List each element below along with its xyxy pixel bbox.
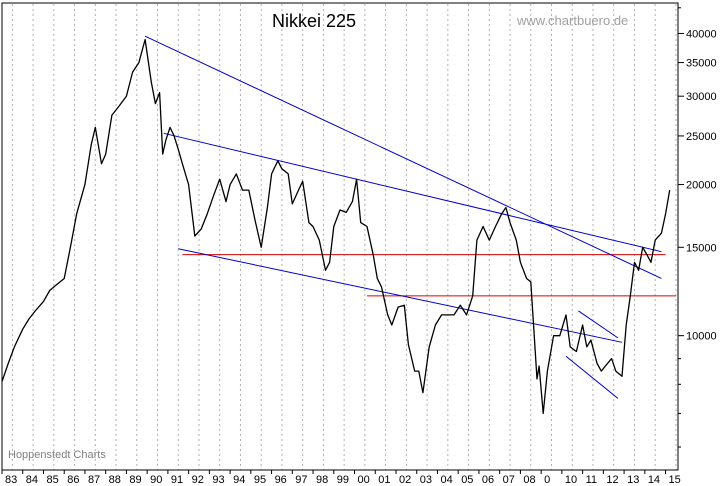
x-tick-label: 08 (523, 474, 535, 486)
x-tick-label: 15 (669, 474, 681, 486)
price-series-layer (1, 38, 671, 415)
watermark: www.chartbuero.de (516, 13, 628, 28)
x-tick-label: 11 (586, 474, 597, 486)
x-tick-label: 89 (129, 474, 141, 486)
x-tick-label: 12 (606, 474, 618, 486)
trend-line (144, 35, 662, 279)
x-tick-label: 87 (88, 474, 100, 486)
x-tick-label: 14 (648, 474, 660, 486)
x-axis: 83 84 85 86 87 88 89 90 91 92 93 94 95 96 97 98 99 00 01 02… (1, 469, 681, 486)
x-tick-label: 13 (627, 474, 639, 486)
x-tick-label: 93 (212, 474, 224, 486)
x-tick-label: 00 (358, 474, 370, 486)
trend-lines (144, 35, 662, 399)
price-series-line (1, 38, 671, 415)
x-tick-label: 01 (378, 474, 390, 486)
support-lines (182, 254, 676, 297)
chart-title: Nikkei 225 (272, 11, 356, 31)
trend-line (565, 355, 619, 399)
trend-line (578, 310, 619, 339)
x-tick-label: 97 (295, 474, 307, 486)
x-tick-label: 86 (67, 474, 79, 486)
plot-frame (1, 2, 679, 471)
x-tick-label: 92 (192, 474, 204, 486)
x-tick-label: 07 (503, 474, 515, 486)
y-axis: 10000 15000 20000 25000 30000 35000 40000 (678, 7, 717, 448)
y-tick-label: 25000 (686, 131, 717, 143)
x-tick-label: 95 (254, 474, 266, 486)
x-tick-label: 96 (275, 474, 287, 486)
x-tick-label: 88 (109, 474, 121, 486)
y-tick-label: 30000 (686, 91, 717, 103)
x-tick-label: 03 (420, 474, 432, 486)
y-tick-label: 15000 (686, 242, 717, 254)
y-tick-label: 35000 (686, 58, 717, 70)
x-tick-label: 06 (482, 474, 494, 486)
x-tick-label: 05 (461, 474, 473, 486)
y-tick-label: 10000 (686, 331, 717, 343)
x-tick-label: 02 (399, 474, 411, 486)
x-tick-label: 83 (5, 474, 17, 486)
y-tick-label: 40000 (686, 28, 717, 40)
x-tick-label: 04 (440, 474, 452, 486)
x-tick-label: 85 (46, 474, 58, 486)
x-tick-label: 90 (150, 474, 162, 486)
x-tick-label: 99 (337, 474, 349, 486)
x-tick-label: 84 (26, 474, 38, 486)
x-tick-label: 10 (565, 474, 577, 486)
x-tick-label: 91 (171, 474, 183, 486)
trend-line (178, 248, 623, 343)
source-label: Hoppenstedt Charts (8, 449, 106, 461)
grid-lines (11, 4, 677, 470)
x-tick-label: 0 (544, 474, 550, 486)
trend-line (163, 132, 662, 253)
x-tick-label: 94 (233, 474, 245, 486)
x-tick-label: 98 (316, 474, 328, 486)
y-tick-label: 20000 (686, 180, 717, 192)
